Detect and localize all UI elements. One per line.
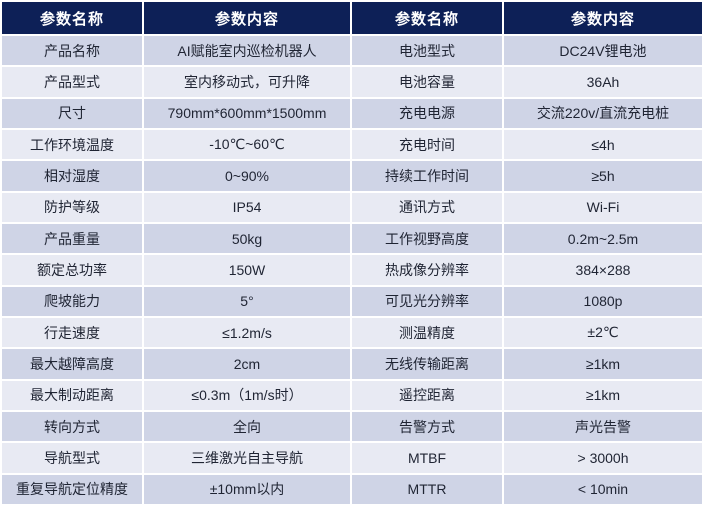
header-row: 参数名称 参数内容 参数名称 参数内容: [2, 2, 702, 34]
param-name-cell: 转向方式: [2, 411, 142, 442]
param-name-cell: 无线传输距离: [352, 349, 502, 379]
table-row: 产品重量 50kg 工作视野高度 0.2m~2.5m: [2, 223, 702, 254]
param-value-cell: 36Ah: [504, 67, 702, 97]
param-name-cell: 工作视野高度: [352, 223, 502, 254]
spec-table-body: 产品名称 AI赋能室内巡检机器人 电池型式 DC24V锂电池 产品型式 室内移动式，可升降…: [2, 36, 702, 504]
param-value-cell: ≤1.2m/s: [144, 317, 350, 348]
param-value-cell: 50kg: [144, 223, 350, 254]
table-row: 防护等级 IP54 通讯方式 Wi-Fi: [2, 192, 702, 222]
param-name-cell: 充电电源: [352, 98, 502, 128]
table-row: 产品型式 室内移动式，可升降 电池容量 36Ah: [2, 67, 702, 97]
param-value-cell: 0~90%: [144, 161, 350, 191]
param-name-cell: 遥控距离: [352, 380, 502, 410]
table-row: 额定总功率 150W 热成像分辨率 384×288: [2, 255, 702, 285]
param-value-cell: 0.2m~2.5m: [504, 223, 702, 254]
param-name-cell: 最大制动距离: [2, 380, 142, 410]
header-cell-param-value-left: 参数内容: [144, 2, 350, 34]
param-name-cell: 行走速度: [2, 317, 142, 348]
param-name-cell: 电池容量: [352, 67, 502, 97]
header-cell-param-name-left: 参数名称: [2, 2, 142, 34]
param-value-cell: 2cm: [144, 349, 350, 379]
param-name-cell: 尺寸: [2, 98, 142, 128]
param-value-cell: 声光告警: [504, 411, 702, 442]
table-row: 重复导航定位精度 ±10mm以内 MTTR < 10min: [2, 474, 702, 504]
param-name-cell: 测温精度: [352, 317, 502, 348]
param-name-cell: 电池型式: [352, 36, 502, 66]
param-name-cell: 防护等级: [2, 192, 142, 222]
header-cell-param-name-right: 参数名称: [352, 2, 502, 34]
param-value-cell: AI赋能室内巡检机器人: [144, 36, 350, 66]
param-name-cell: 通讯方式: [352, 192, 502, 222]
table-row: 导航型式 三维激光自主导航 MTBF > 3000h: [2, 443, 702, 473]
param-value-cell: 室内移动式，可升降: [144, 67, 350, 97]
param-value-cell: ±2℃: [504, 317, 702, 348]
param-value-cell: 1080p: [504, 286, 702, 316]
param-value-cell: < 10min: [504, 474, 702, 504]
param-value-cell: ≤0.3m（1m/s时）: [144, 380, 350, 410]
param-value-cell: Wi-Fi: [504, 192, 702, 222]
param-value-cell: 三维激光自主导航: [144, 443, 350, 473]
param-value-cell: ≥5h: [504, 161, 702, 191]
param-name-cell: 重复导航定位精度: [2, 474, 142, 504]
param-value-cell: -10℃~60℃: [144, 129, 350, 160]
table-row: 最大越障高度 2cm 无线传输距离 ≥1km: [2, 349, 702, 379]
param-value-cell: 5°: [144, 286, 350, 316]
param-value-cell: DC24V锂电池: [504, 36, 702, 66]
param-name-cell: 产品重量: [2, 223, 142, 254]
param-name-cell: 产品型式: [2, 67, 142, 97]
header-cell-param-value-right: 参数内容: [504, 2, 702, 34]
param-name-cell: 爬坡能力: [2, 286, 142, 316]
param-name-cell: MTBF: [352, 443, 502, 473]
table-row: 爬坡能力 5° 可见光分辨率 1080p: [2, 286, 702, 316]
param-value-cell: ≤4h: [504, 129, 702, 160]
table-row: 产品名称 AI赋能室内巡检机器人 电池型式 DC24V锂电池: [2, 36, 702, 66]
param-name-cell: 可见光分辨率: [352, 286, 502, 316]
param-name-cell: 告警方式: [352, 411, 502, 442]
param-name-cell: 产品名称: [2, 36, 142, 66]
table-row: 相对湿度 0~90% 持续工作时间 ≥5h: [2, 161, 702, 191]
param-name-cell: 持续工作时间: [352, 161, 502, 191]
param-name-cell: 额定总功率: [2, 255, 142, 285]
param-value-cell: 全向: [144, 411, 350, 442]
table-row: 最大制动距离 ≤0.3m（1m/s时） 遥控距离 ≥1km: [2, 380, 702, 410]
param-value-cell: ±10mm以内: [144, 474, 350, 504]
param-value-cell: 交流220v/直流充电桩: [504, 98, 702, 128]
param-value-cell: 150W: [144, 255, 350, 285]
param-value-cell: > 3000h: [504, 443, 702, 473]
param-name-cell: 最大越障高度: [2, 349, 142, 379]
table-row: 行走速度 ≤1.2m/s 测温精度 ±2℃: [2, 317, 702, 348]
param-name-cell: 相对湿度: [2, 161, 142, 191]
param-name-cell: 热成像分辨率: [352, 255, 502, 285]
param-value-cell: 790mm*600mm*1500mm: [144, 98, 350, 128]
param-name-cell: 充电时间: [352, 129, 502, 160]
param-value-cell: IP54: [144, 192, 350, 222]
param-name-cell: 导航型式: [2, 443, 142, 473]
table-row: 转向方式 全向 告警方式 声光告警: [2, 411, 702, 442]
table-row: 工作环境温度 -10℃~60℃ 充电时间 ≤4h: [2, 129, 702, 160]
param-value-cell: ≥1km: [504, 380, 702, 410]
param-name-cell: MTTR: [352, 474, 502, 504]
param-value-cell: 384×288: [504, 255, 702, 285]
param-value-cell: ≥1km: [504, 349, 702, 379]
table-row: 尺寸 790mm*600mm*1500mm 充电电源 交流220v/直流充电桩: [2, 98, 702, 128]
param-name-cell: 工作环境温度: [2, 129, 142, 160]
